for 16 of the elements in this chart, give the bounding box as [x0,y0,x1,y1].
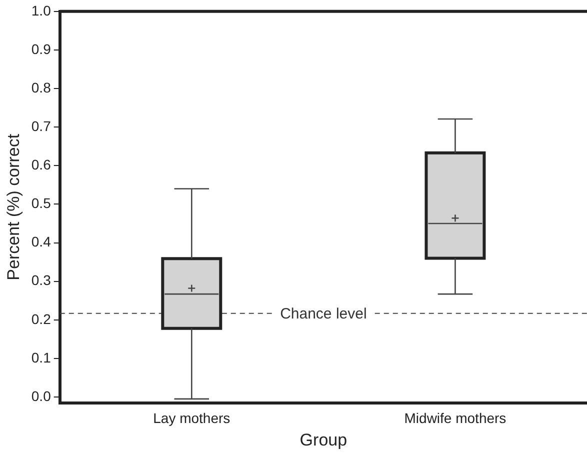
y-tick-label: 0.2 [31,310,52,327]
y-tick-label: 0.9 [31,40,52,57]
y-tick-label: 0.5 [31,195,52,212]
y-axis-title: Percent (%) correct [4,134,23,280]
x-axis-title: Group [300,430,348,450]
y-tick-label: 0.8 [31,79,52,96]
x-tick-label: Lay mothers [153,410,230,426]
y-tick-label: 0.4 [31,234,52,250]
y-tick-label: 0.1 [31,349,52,366]
y-tick-label: 0.0 [31,388,52,404]
y-tick-label: 1.0 [31,2,52,18]
x-tick-label: Midwife mothers [404,410,506,426]
y-tick-label: 0.7 [31,118,52,134]
y-tick-label: 0.6 [31,156,52,173]
ref-line-label: Chance level [280,305,367,322]
y-tick-label: 0.3 [31,272,52,288]
